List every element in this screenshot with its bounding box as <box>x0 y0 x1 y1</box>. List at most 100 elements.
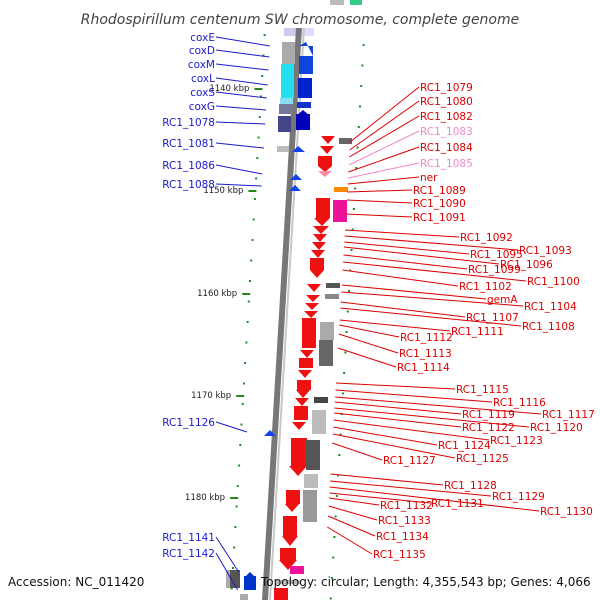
tick-dot <box>240 423 243 426</box>
right-gene-label: RC1_1113 <box>399 348 452 360</box>
right-gene-label: RC1_1111 <box>451 326 504 338</box>
kbp-label: 1160 kbp <box>197 289 237 299</box>
right-gene-label: RC1_1120 <box>530 422 583 434</box>
tick-dot <box>236 485 239 487</box>
left-leader-line <box>215 552 239 591</box>
tick-dot <box>256 157 259 159</box>
right-gene-label: RC1_1130 <box>540 506 593 518</box>
left-gene-label: coxD <box>189 45 215 57</box>
right-gene-label: RC1_1122 <box>462 422 515 434</box>
tick-dot <box>334 515 337 518</box>
right-leader-line <box>347 176 420 185</box>
tick-dot <box>247 300 250 303</box>
right-leader-line <box>343 261 527 282</box>
tick-dot <box>351 228 354 231</box>
right-leader-line <box>333 419 490 441</box>
right-gene-label: RC1_1124 <box>438 440 491 452</box>
left-leader-line <box>215 105 267 111</box>
tick-dot <box>337 474 340 477</box>
right-leader-line <box>347 189 413 193</box>
right-gene-label: RC1_1125 <box>456 453 509 465</box>
right-gene-label: RC1_1116 <box>493 397 546 409</box>
right-gene-label: RC1_1085 <box>420 158 473 170</box>
tick-dot <box>253 198 256 200</box>
tick-dot <box>251 239 254 241</box>
tick-dot <box>263 34 266 36</box>
right-gene-label: RC1_1133 <box>378 515 431 527</box>
tick-dot <box>350 249 353 251</box>
right-leader-line <box>348 146 420 173</box>
right-gene-label: RC1_1095 <box>470 249 523 261</box>
right-gene-label: RC1_1090 <box>413 198 466 210</box>
tick-dot <box>249 280 251 282</box>
kbp-label: 1150 kbp <box>203 186 243 196</box>
tick-dot <box>341 392 344 395</box>
tick-dot <box>261 75 264 77</box>
tick-dot <box>338 454 341 456</box>
right-leader-line <box>349 86 420 143</box>
gene-block <box>330 0 344 5</box>
tick-dot <box>232 567 234 569</box>
right-leader-line <box>334 407 530 428</box>
right-gene-label: RC1_1114 <box>397 362 450 374</box>
right-leader-line <box>349 100 420 151</box>
left-gene-label: coxL <box>191 73 215 85</box>
right-gene-label: RC1_1082 <box>420 111 473 123</box>
tick-dot <box>359 105 361 108</box>
right-leader-line <box>349 115 420 158</box>
right-gene-label: RC1_1132 <box>380 500 433 512</box>
kbp-tick <box>230 497 239 499</box>
right-gene-label: RC1_1108 <box>522 321 575 333</box>
right-leader-line <box>348 130 420 166</box>
right-leader-line <box>328 505 378 521</box>
kbp-markers: 1140 kbp 1150 kbp 1160 kbp 1170 kbp 1180 kbp <box>185 84 263 503</box>
left-leader-line <box>215 77 268 86</box>
tick-dot <box>250 259 253 262</box>
left-gene-label: RC1_1141 <box>162 532 215 544</box>
right-leader-line <box>335 396 542 415</box>
right-leader-line <box>334 412 462 428</box>
map-title: Rhodospirillum centenum SW chromosome, c… <box>81 12 520 28</box>
tick-dot <box>360 85 363 87</box>
tick-dot <box>348 290 350 292</box>
tick-dot <box>233 546 236 549</box>
tick-dot <box>339 433 342 436</box>
right-gene-label: RC1_1091 <box>413 212 466 224</box>
tick-dot <box>244 362 247 364</box>
tick-dot <box>343 372 346 374</box>
left-gene-label: RC1_1081 <box>162 138 215 150</box>
right-leader-line <box>329 497 380 506</box>
right-gene-label: RC1_1117 <box>542 409 595 421</box>
right-leader-line <box>344 229 460 238</box>
right-gene-label: RC1_1104 <box>524 301 577 313</box>
right-leader-line <box>335 382 456 390</box>
right-leader-line <box>333 426 438 446</box>
right-gene-label: RC1_1083 <box>420 126 473 138</box>
right-gene-label: RC1_1093 <box>519 245 572 257</box>
right-leader-line <box>344 235 519 251</box>
kbp-label: 1140 kbp <box>209 84 249 94</box>
right-leader-line <box>327 526 373 555</box>
gene-block <box>284 28 298 36</box>
right-gene-label: gemA <box>487 294 518 306</box>
right-leader-line <box>343 254 468 270</box>
tick-dot <box>234 526 237 528</box>
right-leader-line <box>341 284 487 300</box>
accession-text: Accession: NC_011420 <box>8 575 144 589</box>
right-leader-line <box>329 486 540 512</box>
right-gene-blocks <box>274 136 352 600</box>
left-gene-label: coxS <box>190 87 215 99</box>
scale-ticks <box>230 34 365 600</box>
kbp-tick <box>254 88 263 90</box>
left-gene-label: RC1_1142 <box>162 548 215 560</box>
tick-dot <box>352 208 355 210</box>
kbp-label: 1170 kbp <box>191 391 231 401</box>
left-leader-line <box>215 49 270 58</box>
left-leader-line <box>215 63 269 71</box>
right-gene-label: RC1_1119 <box>462 409 515 421</box>
tick-dot <box>255 177 258 180</box>
left-gene-label: RC1_1088 <box>162 179 215 191</box>
right-gene-label: RC1_1084 <box>420 142 473 154</box>
right-leader-line <box>335 389 493 403</box>
